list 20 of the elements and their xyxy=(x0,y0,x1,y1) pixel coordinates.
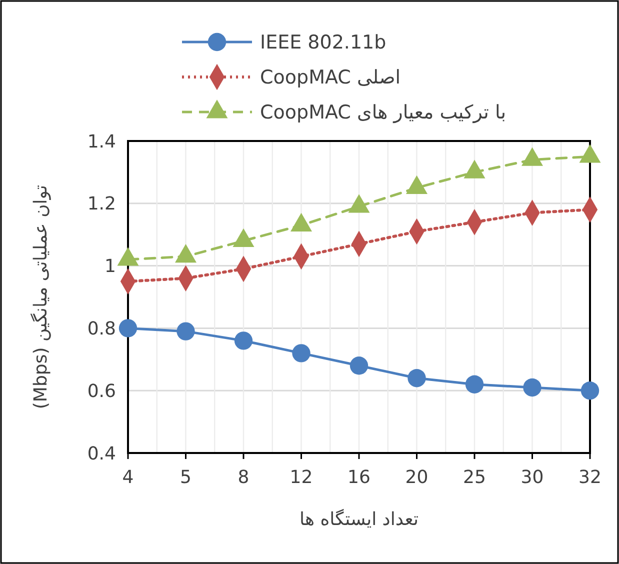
y-tick-label: 1.2 xyxy=(87,194,116,215)
y-tick-label: 0.6 xyxy=(87,380,116,402)
x-axis-title: تعداد ایستگاه ها xyxy=(300,508,418,530)
x-tick-label: 32 xyxy=(578,467,602,488)
x-tick-label: 4 xyxy=(122,467,134,488)
y-tick-label: 0.8 xyxy=(87,318,116,340)
x-tick-label: 5 xyxy=(180,467,192,488)
x-tick-label: 20 xyxy=(405,467,428,488)
y-axis-title: توان عملیاتی میانگین (Mbps) xyxy=(29,184,52,410)
y-tick-label: 0.4 xyxy=(87,443,116,464)
x-tick-label: 16 xyxy=(348,467,370,488)
legend-label: CoopMAC با ترکیب معیار های xyxy=(260,102,506,124)
x-tick-label: 12 xyxy=(290,467,313,488)
x-tick-label: 8 xyxy=(238,467,250,488)
x-tick-label: 30 xyxy=(520,467,544,488)
y-tick-label: 1.4 xyxy=(87,131,116,152)
y-tick-label: 1 xyxy=(104,256,116,278)
legend-label: IEEE 802.11b xyxy=(260,32,386,54)
x-tick-label: 25 xyxy=(463,467,486,488)
legend-label: CoopMAC اصلی xyxy=(260,66,400,89)
